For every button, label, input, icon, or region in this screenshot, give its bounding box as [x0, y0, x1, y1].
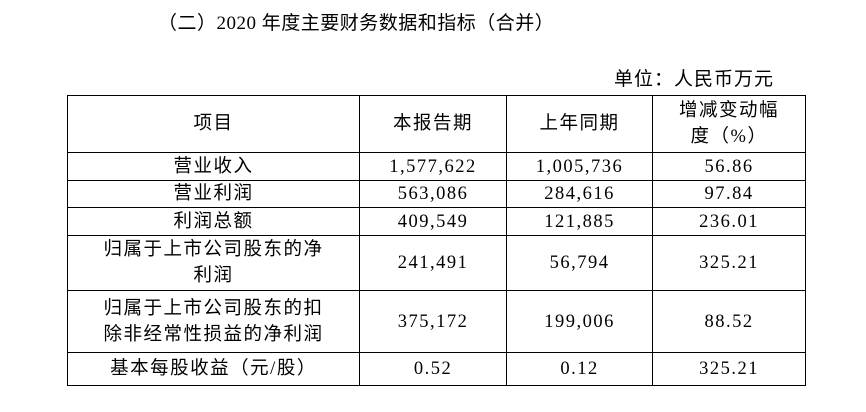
value-cell: 0.52: [359, 352, 507, 386]
section-title: （二）2020 年度主要财务数据和指标（合并）: [158, 13, 555, 34]
header-cell: 本报告期: [359, 95, 507, 153]
value-cell: 56.86: [652, 152, 806, 181]
data-row: 营业利润 563,086 284,616 97.84: [67, 180, 806, 208]
value-cell: 236.01: [652, 207, 806, 236]
data-row: 归属于上市公司股东的净 利润 241,491 56,794 325.21: [67, 235, 806, 291]
row-label: 营业利润: [67, 180, 360, 208]
header-cell: 上年同期: [506, 95, 653, 153]
value-cell: 375,172: [359, 290, 507, 353]
header-cell: 项目: [67, 95, 360, 153]
value-cell: 56,794: [506, 235, 653, 291]
value-cell: 1,005,736: [506, 152, 653, 181]
value-cell: 563,086: [359, 180, 507, 208]
cell-line: 除非经常性损益的净利润: [103, 324, 324, 345]
header-cell: 增减变动幅度（%）: [652, 95, 806, 153]
data-row: 利润总额 409,549 121,885 236.01: [67, 207, 806, 236]
cell-line: 归属于上市公司股东的扣: [103, 298, 324, 319]
row-label: 归属于上市公司股东的净 利润: [67, 235, 360, 291]
cell-line: 归属于上市公司股东的净: [103, 240, 324, 260]
financial-table: 项目 本报告期 上年同期 增减变动幅 度（%） 营业收入 1,577,622 1,005,73…: [67, 95, 806, 386]
data-row: 营业收入 1,577,622 1,005,736 56.86: [67, 152, 806, 181]
data-row: 归属于上市公司股东的扣 除非经常性损益的净利润 375,172 199,006 88.5…: [67, 290, 806, 353]
row-label: 归属于上市公司股东的扣 除非经常性损益的净利润: [67, 290, 360, 353]
value-cell: 121,885: [506, 207, 653, 236]
value-cell: 0.12: [506, 352, 653, 386]
value-cell: 284,616: [506, 180, 653, 208]
row-label: 基本每股收益（元/股）: [67, 352, 360, 386]
value-cell: 325.21: [652, 235, 806, 291]
header-row: 项目 本报告期 上年同期 增减变动幅 度（%）: [67, 95, 806, 153]
data-row: 基本每股收益（元/股） 0.52 0.12 325.21: [67, 352, 806, 386]
cell-line: 度（%）: [690, 127, 768, 147]
value-cell: 199,006: [506, 290, 653, 353]
unit-label: 单位：人民币万元: [613, 69, 774, 90]
value-cell: 241,491: [359, 235, 507, 291]
value-cell: 1,577,622: [359, 152, 507, 181]
cell-line: 利润: [193, 266, 234, 286]
row-label: 利润总额: [67, 207, 360, 236]
row-label: 营业收入: [67, 152, 360, 181]
value-cell: 88.52: [652, 290, 806, 353]
value-cell: 325.21: [652, 352, 806, 386]
cell-line: 增减变动幅: [678, 101, 779, 121]
value-cell: 97.84: [652, 180, 806, 208]
value-cell: 409,549: [359, 207, 507, 236]
